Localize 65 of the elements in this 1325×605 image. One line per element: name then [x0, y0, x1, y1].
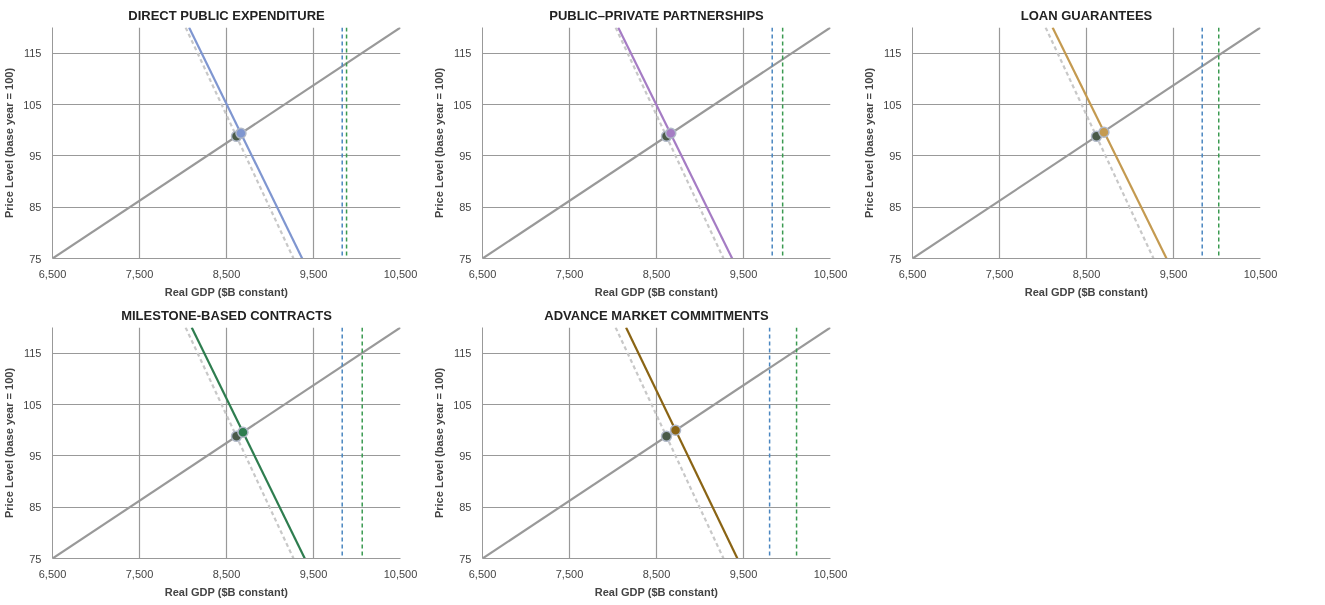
- x-tick-label: 7,500: [555, 567, 584, 580]
- y-tick-label: 85: [29, 201, 42, 214]
- y-tick-label: 105: [23, 98, 42, 111]
- x-tick-label: 7,500: [125, 567, 154, 580]
- x-tick-label: 8,500: [212, 267, 241, 280]
- x-tick-label: 9,500: [299, 567, 328, 580]
- x-tick-label: 6,500: [38, 267, 67, 280]
- y-tick-label: 85: [459, 201, 472, 214]
- x-tick-label: 8,500: [642, 567, 671, 580]
- x-tick-label: 10,500: [383, 567, 418, 580]
- x-tick-label: 7,500: [555, 267, 584, 280]
- x-tick-label: 6,500: [468, 567, 497, 580]
- x-axis-title: Real GDP ($B constant): [1024, 285, 1149, 298]
- x-tick-label: 10,500: [813, 267, 848, 280]
- chart-title: MILESTONE-BASED CONTRACTS: [121, 307, 333, 323]
- chart-title: LOAN GUARANTEES: [1020, 7, 1153, 23]
- y-tick-label: 115: [883, 47, 902, 60]
- x-tick-label: 6,500: [38, 567, 67, 580]
- y-tick-label: 75: [459, 252, 472, 265]
- chart-title: ADVANCE MARKET COMMITMENTS: [544, 307, 770, 323]
- y-tick-label: 75: [459, 552, 472, 565]
- chart-title: PUBLIC–PRIVATE PARTNERSHIPS: [549, 7, 765, 23]
- x-axis-title: Real GDP ($B constant): [594, 285, 719, 298]
- chart-title: DIRECT PUBLIC EXPENDITURE: [128, 7, 326, 23]
- x-axis-title: Real GDP ($B constant): [594, 585, 719, 598]
- y-tick-label: 85: [459, 501, 472, 514]
- y-tick-label: 115: [453, 47, 472, 60]
- y-tick-label: 105: [453, 398, 472, 411]
- y-tick-label: 75: [29, 252, 42, 265]
- y-tick-label: 105: [883, 98, 902, 111]
- x-tick-label: 9,500: [729, 567, 758, 580]
- y-tick-label: 95: [459, 149, 472, 162]
- x-tick-label: 9,500: [299, 267, 328, 280]
- x-tick-label: 10,500: [1243, 267, 1278, 280]
- x-tick-label: 8,500: [212, 567, 241, 580]
- x-tick-label: 7,500: [125, 267, 154, 280]
- y-tick-label: 85: [889, 201, 902, 214]
- y-tick-label: 85: [29, 501, 42, 514]
- x-tick-label: 8,500: [642, 267, 671, 280]
- y-axis-title: Price Level (base year = 100): [433, 67, 446, 219]
- y-tick-label: 115: [23, 47, 42, 60]
- x-tick-label: 6,500: [898, 267, 927, 280]
- y-tick-label: 105: [453, 98, 472, 111]
- y-tick-label: 95: [29, 149, 42, 162]
- x-tick-label: 9,500: [729, 267, 758, 280]
- y-tick-label: 115: [23, 347, 42, 360]
- y-tick-label: 105: [23, 398, 42, 411]
- x-tick-label: 8,500: [1072, 267, 1101, 280]
- y-tick-label: 95: [889, 149, 902, 162]
- y-tick-label: 95: [459, 449, 472, 462]
- x-tick-label: 6,500: [468, 267, 497, 280]
- y-axis-title: Price Level (base year = 100): [3, 67, 16, 219]
- x-tick-label: 7,500: [985, 267, 1014, 280]
- x-tick-label: 10,500: [813, 567, 848, 580]
- y-axis-title: Price Level (base year = 100): [3, 367, 16, 519]
- y-tick-label: 75: [889, 252, 902, 265]
- x-tick-label: 10,500: [383, 267, 418, 280]
- y-axis-title: Price Level (base year = 100): [863, 67, 876, 219]
- y-axis-title: Price Level (base year = 100): [433, 367, 446, 519]
- x-axis-title: Real GDP ($B constant): [164, 285, 289, 298]
- y-tick-label: 75: [29, 552, 42, 565]
- y-tick-label: 115: [453, 347, 472, 360]
- x-tick-label: 9,500: [1159, 267, 1188, 280]
- x-axis-title: Real GDP ($B constant): [164, 585, 289, 598]
- y-tick-label: 95: [29, 449, 42, 462]
